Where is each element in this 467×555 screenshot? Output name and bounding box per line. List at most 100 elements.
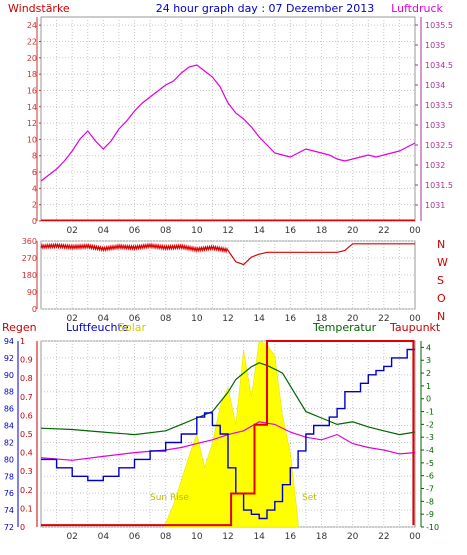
humidity-tick-label: 74 [4, 506, 14, 515]
temp-tick-label: 3 [426, 356, 431, 365]
rain-tick-label: 0.2 [20, 486, 33, 495]
humidity-tick-label: 94 [4, 337, 14, 346]
right-tick-label: 1032 [425, 161, 445, 170]
temp-tick-label: -7 [426, 485, 434, 494]
left-tick-label: 270 [22, 254, 37, 263]
x-tick-label: 20 [347, 532, 359, 542]
compass-label: N [437, 238, 445, 251]
temp-tick-label: -3 [426, 433, 434, 442]
rain-tick-label: 0.9 [20, 356, 33, 365]
x-tick-label: 08 [160, 226, 172, 236]
temp-tick-label: 1 [426, 382, 431, 391]
x-tick-label: 08 [160, 314, 172, 324]
rain-tick-label: 0 [20, 523, 25, 532]
x-tick-label: 14 [253, 314, 265, 324]
direction-grid [41, 240, 415, 310]
temp-tick-label: -1 [426, 408, 434, 417]
x-tick-label: 00 [409, 314, 421, 324]
humidity-tick-label: 88 [4, 388, 14, 397]
left-tick-label: 20 [27, 54, 37, 63]
x-tick-label: 14 [253, 226, 265, 236]
x-tick-label: 08 [160, 532, 172, 542]
humidity-tick-label: 90 [4, 371, 14, 380]
right-tick-label: 1034.5 [425, 61, 453, 70]
x-tick-label: 18 [316, 314, 328, 324]
right-tick-label: 1033 [425, 121, 445, 130]
right-tick-label: 1035.5 [425, 21, 453, 30]
rain-tick-label: 0.4 [20, 449, 33, 458]
x-tick-label: 00 [409, 532, 421, 542]
luftdruck-line [40, 64, 416, 182]
right-tick-label: 1032.5 [425, 141, 453, 150]
compass-label: N [437, 310, 445, 323]
combined-series [40, 340, 416, 528]
left-tick-label: 2 [32, 201, 37, 210]
x-tick-label: 16 [285, 226, 297, 236]
temp-tick-label: -9 [426, 510, 434, 519]
temp-tick-label: -6 [426, 472, 434, 481]
x-tick-label: 10 [191, 532, 203, 542]
humidity-tick-label: 80 [4, 455, 14, 464]
temp-tick-label: 4 [426, 343, 431, 352]
left-tick-label: 4 [32, 184, 37, 193]
legend-regen: Regen [2, 321, 37, 334]
humidity-tick-label: 82 [4, 438, 14, 447]
humidity-tick-label: 86 [4, 405, 14, 414]
humidity-tick-label: 72 [4, 523, 14, 532]
x-tick-label: 22 [378, 532, 389, 542]
windstaerke-label: Windstärke [8, 2, 70, 15]
legend-luftfeuchte: Luftfeuchte [66, 321, 129, 334]
pressure-axes: 02468101214161820222410311031.510321032.… [27, 17, 453, 236]
x-tick-label: 18 [316, 226, 328, 236]
x-tick-label: 02 [66, 314, 77, 324]
legend-temperatur: Temperatur [312, 321, 377, 334]
left-tick-label: 14 [27, 103, 37, 112]
x-tick-label: 20 [347, 314, 359, 324]
temp-tick-label: 2 [426, 369, 431, 378]
legend-taupunkt: Taupunkt [389, 321, 441, 334]
right-tick-label: 1031 [425, 201, 445, 210]
x-tick-label: 14 [253, 532, 265, 542]
temp-tick-label: -2 [426, 420, 434, 429]
left-tick-label: 22 [27, 37, 37, 46]
left-tick-label: 0 [32, 305, 37, 314]
x-tick-label: 18 [316, 532, 328, 542]
left-tick-label: 24 [27, 21, 37, 30]
rain-tick-label: 0.5 [20, 430, 33, 439]
x-tick-label: 00 [409, 226, 421, 236]
x-tick-label: 20 [347, 226, 359, 236]
rain-tick-label: 0.1 [20, 504, 33, 513]
x-tick-label: 16 [285, 532, 297, 542]
luftfeuchte-line [41, 348, 415, 520]
regen-line [41, 340, 415, 527]
luftdruck-label: Luftdruck [391, 2, 443, 15]
right-tick-label: 1033.5 [425, 101, 453, 110]
temp-tick-label: -5 [426, 459, 434, 468]
sunset-label: Set [302, 493, 317, 503]
x-tick-label: 12 [222, 532, 233, 542]
left-tick-label: 180 [22, 271, 37, 280]
humidity-tick-label: 84 [4, 422, 14, 431]
temp-tick-label: -10 [426, 523, 439, 532]
x-tick-label: 02 [66, 226, 77, 236]
rain-tick-label: 0.7 [20, 393, 33, 402]
x-tick-label: 04 [98, 226, 110, 236]
temp-tick-label: -4 [426, 446, 434, 455]
right-tick-label: 1035 [425, 41, 445, 50]
x-tick-label: 06 [129, 226, 141, 236]
chart-title: 24 hour graph day : 07 Dezember 2013 [156, 2, 375, 15]
rain-tick-label: 0.8 [20, 374, 33, 383]
temp-tick-label: 0 [426, 395, 431, 404]
x-tick-label: 06 [129, 314, 141, 324]
compass-label: S [437, 274, 444, 287]
windrichtung-line [40, 242, 415, 266]
pressure-series [40, 64, 416, 221]
compass-label: O [437, 292, 446, 305]
taupunkt-line [40, 421, 416, 461]
left-tick-label: 16 [27, 86, 37, 95]
direction-series [40, 242, 415, 266]
x-tick-label: 22 [378, 314, 389, 324]
right-tick-label: 1034 [425, 81, 445, 90]
right-tick-label: 1031.5 [425, 181, 453, 190]
